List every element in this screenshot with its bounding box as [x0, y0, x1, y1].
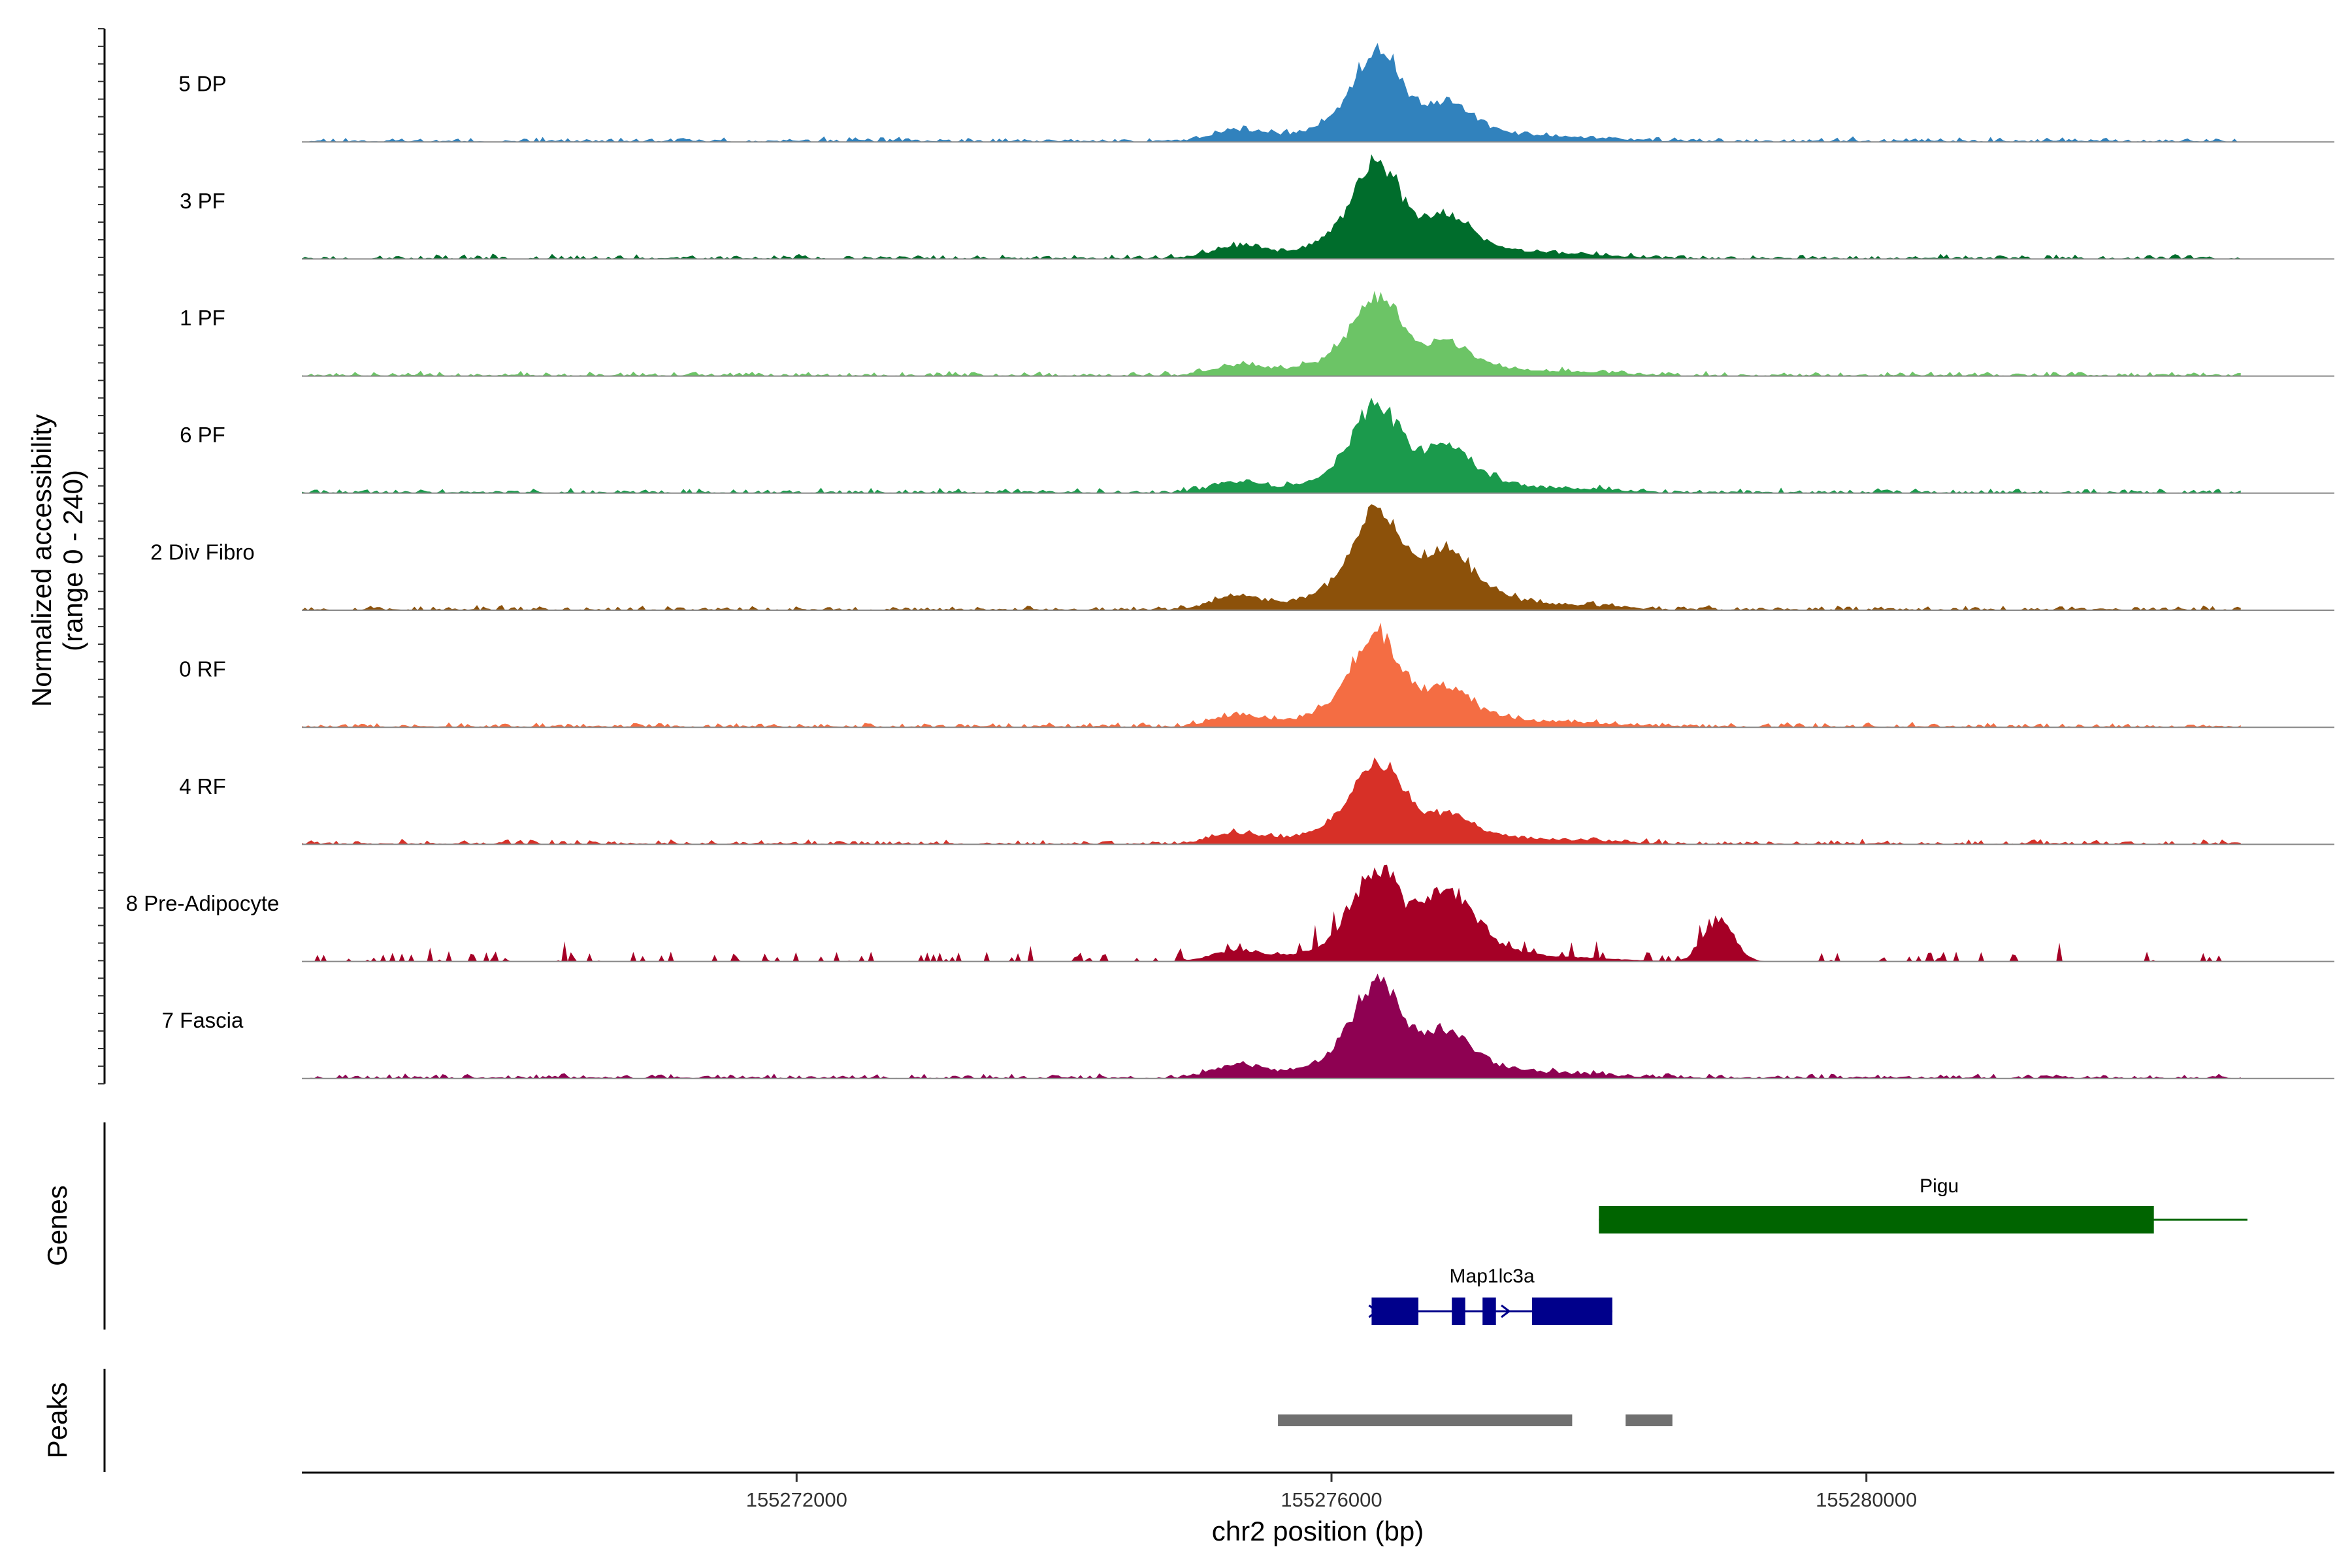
track-label: 2 Div Fibro — [150, 540, 255, 564]
track-6-pf: 6 PF — [180, 397, 2334, 494]
strand-arrow — [1368, 1304, 1379, 1318]
track-8-pre-adipocyte: 8 Pre-Adipocyte — [126, 864, 2334, 962]
y-axis-title-line2: (range 0 - 240) — [57, 470, 88, 651]
coverage-area — [302, 623, 2241, 728]
x-tick-label: 155280000 — [1816, 1488, 1917, 1511]
peaks-track-label: Peaks — [42, 1382, 73, 1459]
track-label: 3 PF — [180, 189, 225, 213]
gene-label: Pigu — [1919, 1175, 1959, 1197]
peak-region — [1278, 1414, 1573, 1426]
x-axis-title: chr2 position (bp) — [1212, 1516, 1424, 1546]
y-axis — [98, 28, 106, 1085]
track-0-rf: 0 RF — [179, 623, 2334, 728]
coverage-area — [302, 42, 2241, 142]
strand-arrow — [1501, 1304, 1511, 1318]
track-label: 4 RF — [179, 774, 226, 798]
track-label: 5 DP — [178, 72, 226, 96]
track-label: 0 RF — [179, 657, 226, 681]
peak-region — [1625, 1414, 1673, 1426]
track-label: 1 PF — [180, 306, 225, 330]
gene-exon — [1482, 1298, 1496, 1325]
coverage-area — [302, 397, 2241, 493]
track-1-pf: 1 PF — [180, 291, 2334, 377]
gene-exon — [1599, 1206, 2154, 1233]
coverage-area — [302, 864, 2241, 962]
track-label: 6 PF — [180, 423, 225, 447]
coverage-area — [302, 291, 2241, 376]
coverage-area — [302, 154, 2241, 259]
gene-exon — [1532, 1298, 1612, 1325]
gene-exon — [1452, 1298, 1465, 1325]
track-label: 7 Fascia — [162, 1008, 244, 1032]
track-4-rf: 4 RF — [179, 757, 2334, 845]
x-tick-label: 155272000 — [746, 1488, 847, 1511]
coverage-tracks: 5 DP 3 PF 1 PF 6 PF 2 Div Fibro 0 RF 4 RF 8 Pre… — [126, 42, 2334, 1079]
track-5-dp: 5 DP — [178, 42, 2334, 143]
peaks-track: Peaks — [42, 1369, 1673, 1472]
gene-map1lc3a: Map1lc3a — [1368, 1266, 1612, 1325]
genes-track: Genes Pigu Map1lc3a — [42, 1122, 2247, 1330]
y-axis-title-line1: Normalized accessibility — [26, 414, 57, 707]
gene-exon — [1371, 1298, 1418, 1325]
genes-track-label: Genes — [42, 1185, 73, 1266]
x-axis: 155272000 155276000 155280000 — [302, 1471, 2334, 1511]
coverage-area — [302, 757, 2241, 845]
track-3-pf: 3 PF — [180, 154, 2334, 260]
gene-pigu: Pigu — [1599, 1175, 2247, 1233]
x-tick-label: 155276000 — [1281, 1488, 1382, 1511]
coverage-area — [302, 973, 2241, 1079]
coverage-area — [302, 504, 2241, 610]
track-2-div-fibro: 2 Div Fibro — [150, 504, 2334, 611]
track-label: 8 Pre-Adipocyte — [126, 891, 280, 915]
track-7-fascia: 7 Fascia — [162, 973, 2334, 1079]
gene-label: Map1lc3a — [1450, 1266, 1535, 1287]
